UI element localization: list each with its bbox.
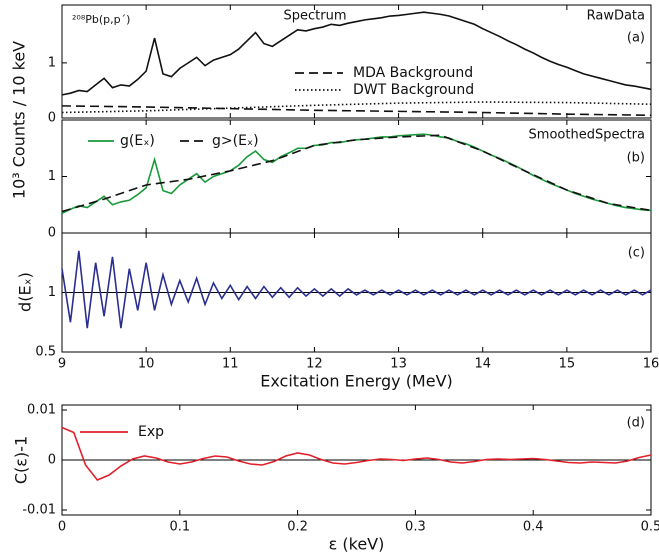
legend-label: g(Eₓ) bbox=[120, 133, 155, 149]
x-tick-label: 0.2 bbox=[287, 520, 308, 535]
x-axis-label: Excitation Energy (MeV) bbox=[260, 372, 453, 391]
y-tick-label: 0 bbox=[48, 111, 56, 126]
data-line bbox=[61, 134, 652, 213]
legend-label: g>(Eₓ) bbox=[212, 133, 259, 149]
x-tick-label: 15 bbox=[559, 357, 576, 372]
annotation: (d) bbox=[627, 416, 645, 431]
y-axis-label: d(Eₓ) bbox=[16, 272, 35, 312]
x-tick-label: 0 bbox=[58, 520, 66, 535]
y-axis-label: C(ε)-1 bbox=[12, 436, 31, 484]
y-tick-label: 1 bbox=[48, 55, 56, 70]
y-tick-label: -0.01 bbox=[22, 503, 56, 518]
data-line bbox=[61, 250, 652, 329]
x-tick-label: 13 bbox=[390, 357, 407, 372]
x-tick-label: 0.3 bbox=[405, 520, 426, 535]
y-tick-label: 0.01 bbox=[27, 403, 56, 418]
annotation: (c) bbox=[628, 246, 645, 261]
plot-frame bbox=[61, 4, 652, 119]
data-line bbox=[61, 105, 652, 117]
y-tick-label: 1 bbox=[48, 169, 56, 184]
x-tick-label: 11 bbox=[222, 357, 239, 372]
annotation: ²⁰⁸Pb(p,p´) bbox=[72, 13, 130, 26]
y-tick-label: 0 bbox=[48, 226, 56, 241]
legend-label: MDA Background bbox=[353, 65, 473, 81]
data-line bbox=[61, 11, 652, 96]
x-tick-label: 16 bbox=[643, 357, 659, 372]
x-tick-label: 0.5 bbox=[641, 520, 659, 535]
annotation: RawData bbox=[587, 9, 645, 24]
annotation: (b) bbox=[627, 151, 645, 166]
annotation: Spectrum bbox=[284, 9, 347, 24]
annotation: SmoothedSpectra bbox=[529, 128, 645, 143]
x-tick-label: 0.4 bbox=[523, 520, 544, 535]
legend-label: DWT Background bbox=[353, 82, 474, 98]
annotation: (a) bbox=[627, 31, 645, 46]
legend-label: Exp bbox=[138, 424, 164, 440]
y-axis-label: 10³ Counts / 10 keV bbox=[10, 41, 29, 199]
x-tick-label: 14 bbox=[474, 357, 491, 372]
y-tick-label: 1 bbox=[48, 285, 56, 300]
x-tick-label: 0.1 bbox=[169, 520, 190, 535]
x-tick-label: 9 bbox=[58, 357, 66, 372]
y-tick-label: 0.5 bbox=[35, 345, 56, 360]
x-axis-label: ε (keV) bbox=[329, 535, 385, 554]
x-tick-label: 12 bbox=[306, 357, 323, 372]
y-tick-label: 0 bbox=[48, 453, 56, 468]
data-line bbox=[61, 426, 652, 481]
x-tick-label: 10 bbox=[138, 357, 155, 372]
